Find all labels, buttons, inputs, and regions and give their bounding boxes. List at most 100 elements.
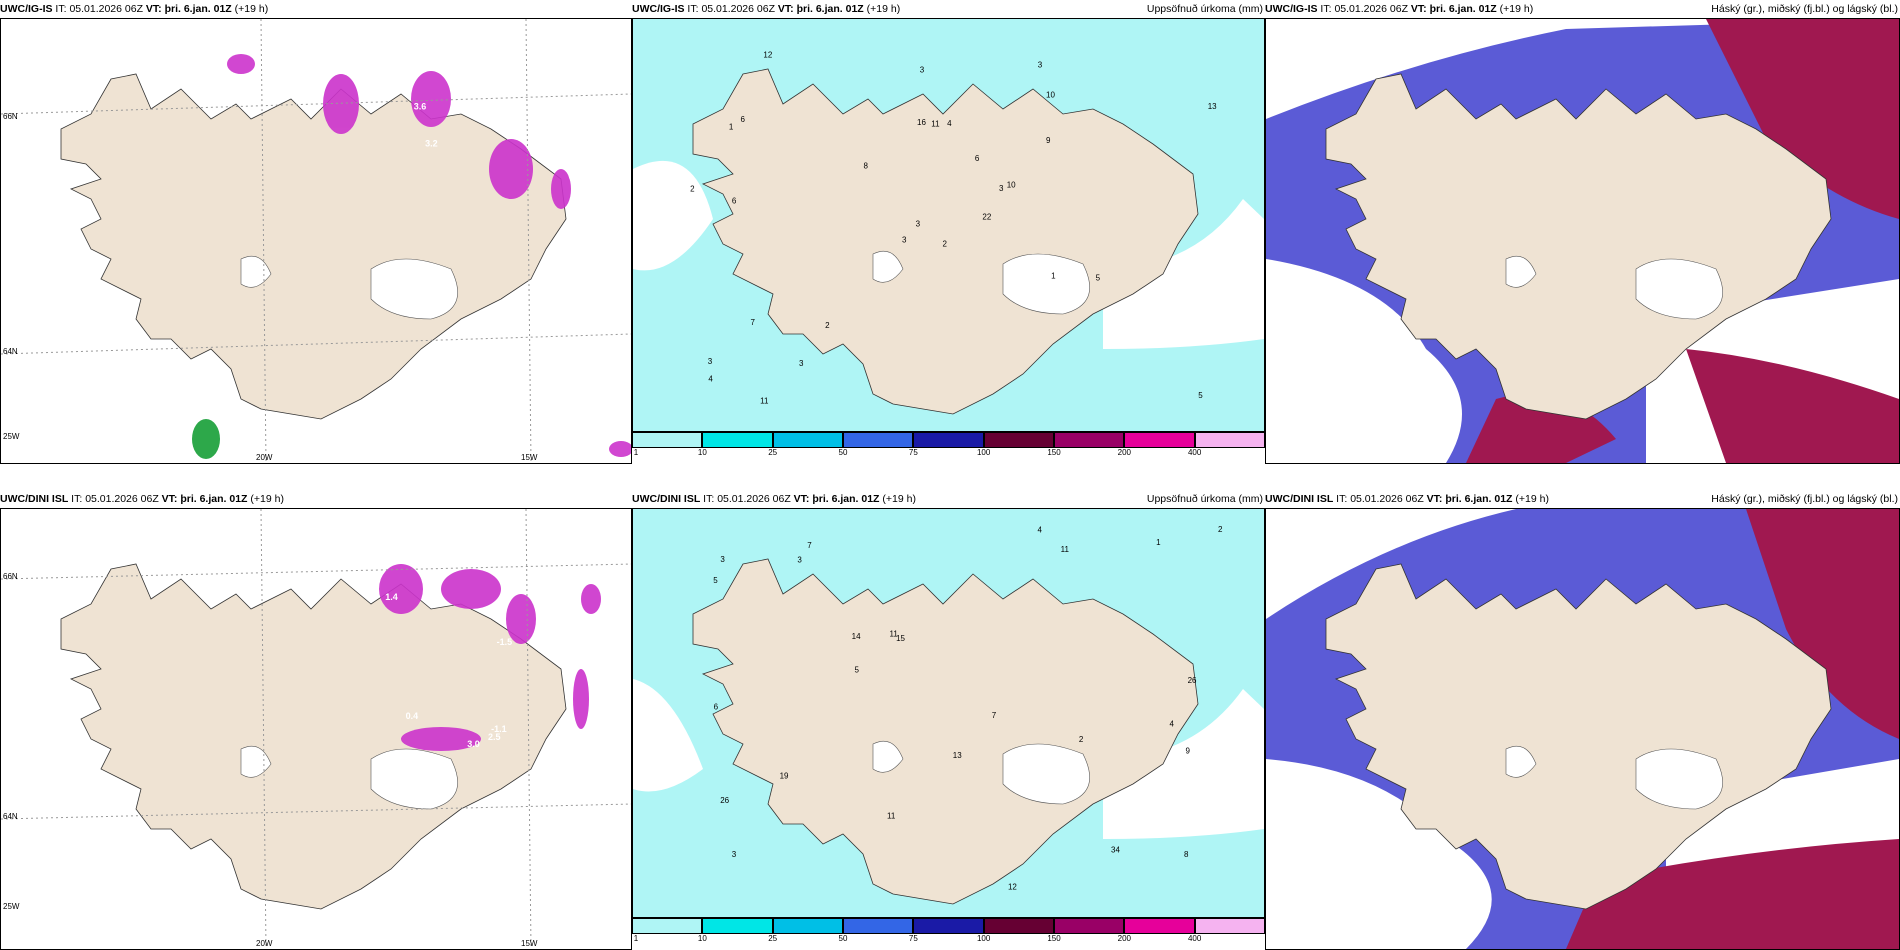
colorbar-segment [983,432,1054,448]
precip-value-label: 19 [780,771,789,780]
panel-cloud-bottom: UWC/DINI ISL IT: 05.01.2026 06Z VT: þri.… [1265,490,1900,950]
wind-value-label: 1.8 [564,125,577,135]
colorbar-segment [913,432,984,448]
precip-value-label: 5 [854,665,859,674]
panel-header: UWC/DINI ISL IT: 05.01.2026 06Z VT: þri.… [0,493,284,505]
cloud-map[interactable] [1265,508,1900,950]
wind-map-svg: 66N 64N 25W 20W 15W 3.6 1.8 0.9 1.5 3.2 0.2 [1,19,631,463]
colorbar: 1 10 25 50 75 100 150 200 400 [632,432,1265,457]
precip-value-label: 3 [902,236,907,245]
colorbar-segment [1054,918,1125,934]
precip-value-label: 7 [751,318,756,327]
precip-value-label: 2 [825,321,830,330]
panel-cloud-top: UWC/IG-IS IT: 05.01.2026 06Z VT: þri. 6.… [1265,0,1900,464]
cloud-map[interactable] [1265,18,1900,464]
precip-value-label: 34 [1111,845,1120,854]
colorbar-segment [702,432,773,448]
lon-label: 20W [256,453,273,462]
precip-value-label: 3 [708,357,713,366]
colorbar-segment [983,918,1054,934]
precip-value-label: 7 [992,711,997,720]
wind-value-label: 1.4 [385,592,398,602]
panel-header: UWC/IG-IS IT: 05.01.2026 06Z VT: þri. 6.… [632,0,1265,18]
precip-value-label: 1 [1156,538,1161,547]
wind-value-label: 1.5 [572,131,585,141]
colorbar-segment [843,432,914,448]
no-precip-areas [633,160,1264,349]
precip-value-label: 5 [713,576,718,585]
wind-map[interactable]: 66N 64N 25W 20W 15W 3.6 1.8 0.9 1.5 3.2 0.2 [0,18,632,464]
wind-value-label: -1.1 [491,724,507,734]
precip-map[interactable]: 2 1 3 3 3 2 3 4 10 22 12 5 6 13 3 9 11 16 6 7 8 4 3 11 10 5 6 3 2 1 [632,18,1265,432]
wind-value-label: 2.5 [488,732,501,742]
precip-value-label: 11 [1061,545,1070,554]
lon-label: 20W [256,939,273,948]
colorbar-segment [1124,918,1195,934]
colorbar-segment [772,918,843,934]
precip-value-label: 3 [732,850,737,859]
colorbar-tick: 100 [976,934,991,943]
lon-label: 15W [521,939,538,948]
colorbar-tick: 1 [633,934,639,943]
wind-value-label: 0.4 [406,711,419,721]
precip-value-label: 26 [1188,676,1197,685]
field-title: Háský (gr.), miðský (fj.bl.) og lágský (… [1711,3,1898,15]
green-precip-area [192,419,220,459]
precip-value-label: 5 [1096,274,1101,283]
precip-value-label: 22 [982,212,991,221]
precip-value-label: 3 [920,65,925,74]
precip-value-label: 13 [1208,102,1217,111]
wind-map[interactable]: 66N 64N 25W 20W 15W 3.0 -1.1 -1.5 1.4 0.6 0.4… [0,508,632,950]
panel-header: UWC/IG-IS IT: 05.01.2026 06Z VT: þri. 6.… [1265,0,1900,18]
precip-value-label: 26 [720,796,729,805]
precip-value-label: 11 [760,397,769,406]
wind-value-labels: 3.0 -1.1 -1.5 1.4 0.6 0.4 2.5 [385,592,600,749]
precip-value-label: 2 [943,239,948,248]
colorbar-tick: 400 [1187,448,1202,457]
precip-value-label: 8 [1184,850,1189,859]
wind-value-label: 0.6 [587,650,600,660]
colorbar-segment [1194,918,1265,934]
colorbar-segment [632,918,703,934]
lat-label: 66N [3,112,18,121]
colorbar-segment [1194,432,1265,448]
precip-value-label: 14 [852,632,861,641]
precip-value-label: 11 [887,811,896,820]
precip-value-label: 3 [799,359,804,368]
precip-value-label: 3 [999,184,1004,193]
precip-value-label: 8 [863,162,868,171]
precip-value-label: 4 [1170,720,1175,729]
colorbar-segment [1124,432,1195,448]
wind-value-label: 0.9 [496,106,509,116]
colorbar: 1 10 25 50 75 100 150 200 400 [632,918,1265,943]
colorbar-tick: 150 [1047,448,1061,457]
precip-value-label: 4 [947,119,952,128]
colorbar-tick: 10 [697,448,707,457]
wind-value-label: 3.6 [414,101,427,111]
field-title: Háský (gr.), miðský (fj.bl.) og lágský (… [1711,493,1898,505]
precip-value-label: 9 [1186,746,1191,755]
precip-value-label: 4 [1037,526,1042,535]
lon-label: 25W [3,432,20,441]
cloud-map-svg [1266,509,1899,949]
graticule [1,19,631,463]
precip-value-label: 10 [1007,181,1016,190]
colorbar-tick: 75 [908,448,918,457]
magenta-precip-areas [379,564,601,751]
precip-value-label: 9 [1046,136,1051,145]
colorbar-tick: 150 [1047,934,1061,943]
panel-header: UWC/IG-IS IT: 05.01.2026 06Z VT: þri. 6.… [0,3,269,15]
lon-label: 25W [3,902,20,911]
colorbar-tick: 200 [1117,934,1132,943]
panel-wind-bottom: UWC/DINI ISL IT: 05.01.2026 06Z VT: þri.… [0,490,632,950]
colorbar-tick: 50 [838,448,848,457]
colorbar-tick: 200 [1117,448,1132,457]
wind-map-svg: 66N 64N 25W 20W 15W 3.0 -1.1 -1.5 1.4 0.6 0.4… [1,509,631,949]
lon-label: 15W [521,453,538,462]
precip-value-label: 1 [729,122,734,131]
precip-value-label: 11 [931,119,940,128]
wind-value-labels: 3.6 1.8 0.9 1.5 3.2 0.2 [414,101,584,181]
precip-map[interactable]: 2 4 3 7 15 34 26 11 14 12 5 6 3 8 11 26 13 7 11 19 2 1 5 9 4 3 [632,508,1265,918]
